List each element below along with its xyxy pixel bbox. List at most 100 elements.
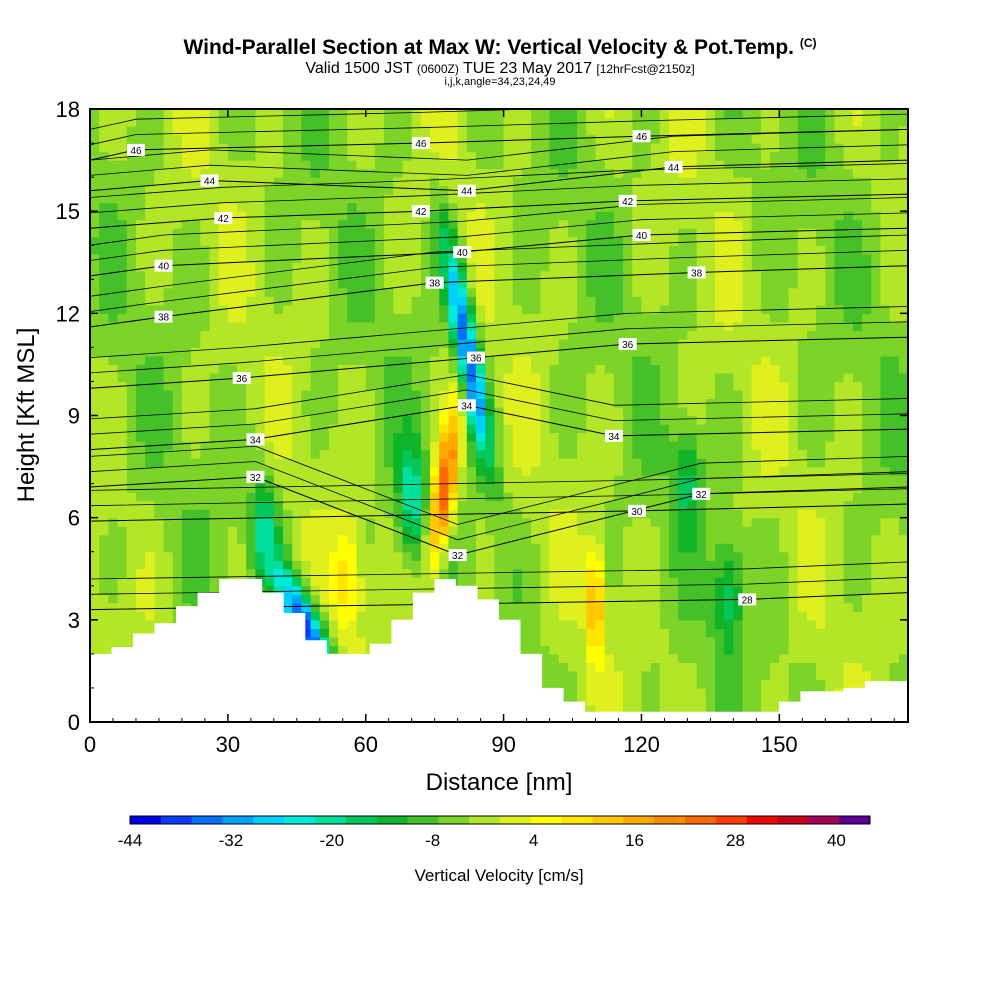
field-cell	[659, 177, 670, 187]
field-cell	[669, 321, 679, 331]
field-cell	[531, 381, 541, 391]
field-cell	[384, 509, 394, 519]
field-cell	[650, 458, 661, 468]
field-cell	[567, 202, 578, 212]
field-cell	[283, 415, 293, 425]
field-cell	[540, 279, 551, 289]
field-cell	[494, 160, 505, 170]
field-cell	[145, 372, 155, 383]
field-cell	[512, 168, 523, 178]
field-cell	[108, 372, 119, 383]
field-cell	[237, 313, 247, 323]
field-cell	[374, 585, 385, 595]
field-cell	[549, 560, 560, 570]
field-cell	[641, 585, 652, 595]
field-cell	[264, 441, 275, 451]
field-cell	[200, 304, 211, 314]
field-cell	[448, 202, 459, 212]
field-cell	[604, 568, 615, 578]
field-cell	[476, 381, 486, 391]
field-cell	[613, 475, 624, 485]
field-cell	[328, 568, 339, 578]
field-cell	[439, 398, 450, 408]
field-cell	[632, 628, 643, 638]
field-cell	[255, 228, 266, 238]
field-cell	[255, 424, 266, 434]
field-cell	[531, 287, 541, 297]
field-cell	[411, 219, 422, 229]
field-cell	[540, 296, 551, 306]
field-cell	[154, 406, 165, 417]
field-cell	[411, 441, 422, 451]
field-cell	[430, 475, 440, 485]
field-cell	[283, 160, 293, 170]
field-cell	[154, 585, 165, 595]
field-cell	[328, 449, 339, 459]
field-cell	[650, 466, 661, 476]
field-cell	[246, 330, 257, 340]
field-cell	[678, 296, 689, 306]
field-cell	[90, 245, 100, 255]
field-cell	[623, 381, 633, 391]
field-cell	[365, 432, 376, 442]
field-cell	[669, 534, 679, 544]
field-cell	[365, 364, 376, 374]
field-cell	[145, 177, 155, 187]
field-cell	[650, 424, 661, 434]
field-cell	[200, 211, 211, 221]
field-cell	[191, 160, 201, 170]
field-cell	[714, 611, 725, 621]
field-cell	[696, 534, 707, 544]
field-cell	[319, 211, 330, 221]
field-cell	[135, 577, 146, 587]
field-cell	[117, 109, 128, 119]
field-cell	[521, 160, 532, 170]
field-cell	[714, 219, 725, 229]
field-cell	[687, 109, 698, 119]
field-cell	[485, 475, 495, 485]
field-cell	[430, 372, 440, 383]
field-cell	[200, 543, 211, 553]
field-cell	[218, 279, 229, 289]
field-cell	[209, 526, 220, 536]
field-cell	[632, 662, 643, 672]
field-cell	[338, 492, 348, 502]
field-cell	[154, 134, 165, 144]
field-cell	[117, 577, 128, 587]
field-cell	[613, 134, 624, 144]
field-cell	[218, 458, 229, 468]
field-cell	[126, 202, 137, 212]
field-cell	[264, 185, 275, 195]
field-cell	[669, 432, 679, 442]
field-cell	[466, 551, 477, 561]
field-cell	[669, 585, 679, 595]
field-cell	[567, 483, 578, 493]
field-cell	[328, 304, 339, 314]
field-cell	[237, 304, 247, 314]
field-cell	[154, 177, 165, 187]
field-cell	[540, 194, 551, 204]
field-cell	[347, 406, 358, 417]
field-cell	[521, 126, 532, 136]
field-cell	[613, 551, 624, 561]
field-cell	[338, 228, 348, 238]
field-cell	[117, 568, 128, 578]
field-cell	[273, 398, 284, 408]
field-cell	[172, 253, 183, 263]
field-cell	[374, 543, 385, 553]
field-cell	[567, 534, 578, 544]
field-cell	[623, 526, 633, 536]
field-cell	[494, 313, 505, 323]
field-cell	[558, 466, 569, 476]
field-cell	[237, 355, 247, 366]
field-cell	[678, 364, 689, 374]
field-cell	[310, 194, 321, 204]
field-cell	[273, 449, 284, 459]
field-cell	[411, 228, 422, 238]
field-cell	[705, 483, 716, 493]
field-cell	[632, 372, 643, 383]
field-cell	[512, 202, 523, 212]
field-cell	[90, 109, 100, 119]
field-cell	[172, 594, 183, 604]
field-cell	[393, 526, 404, 536]
